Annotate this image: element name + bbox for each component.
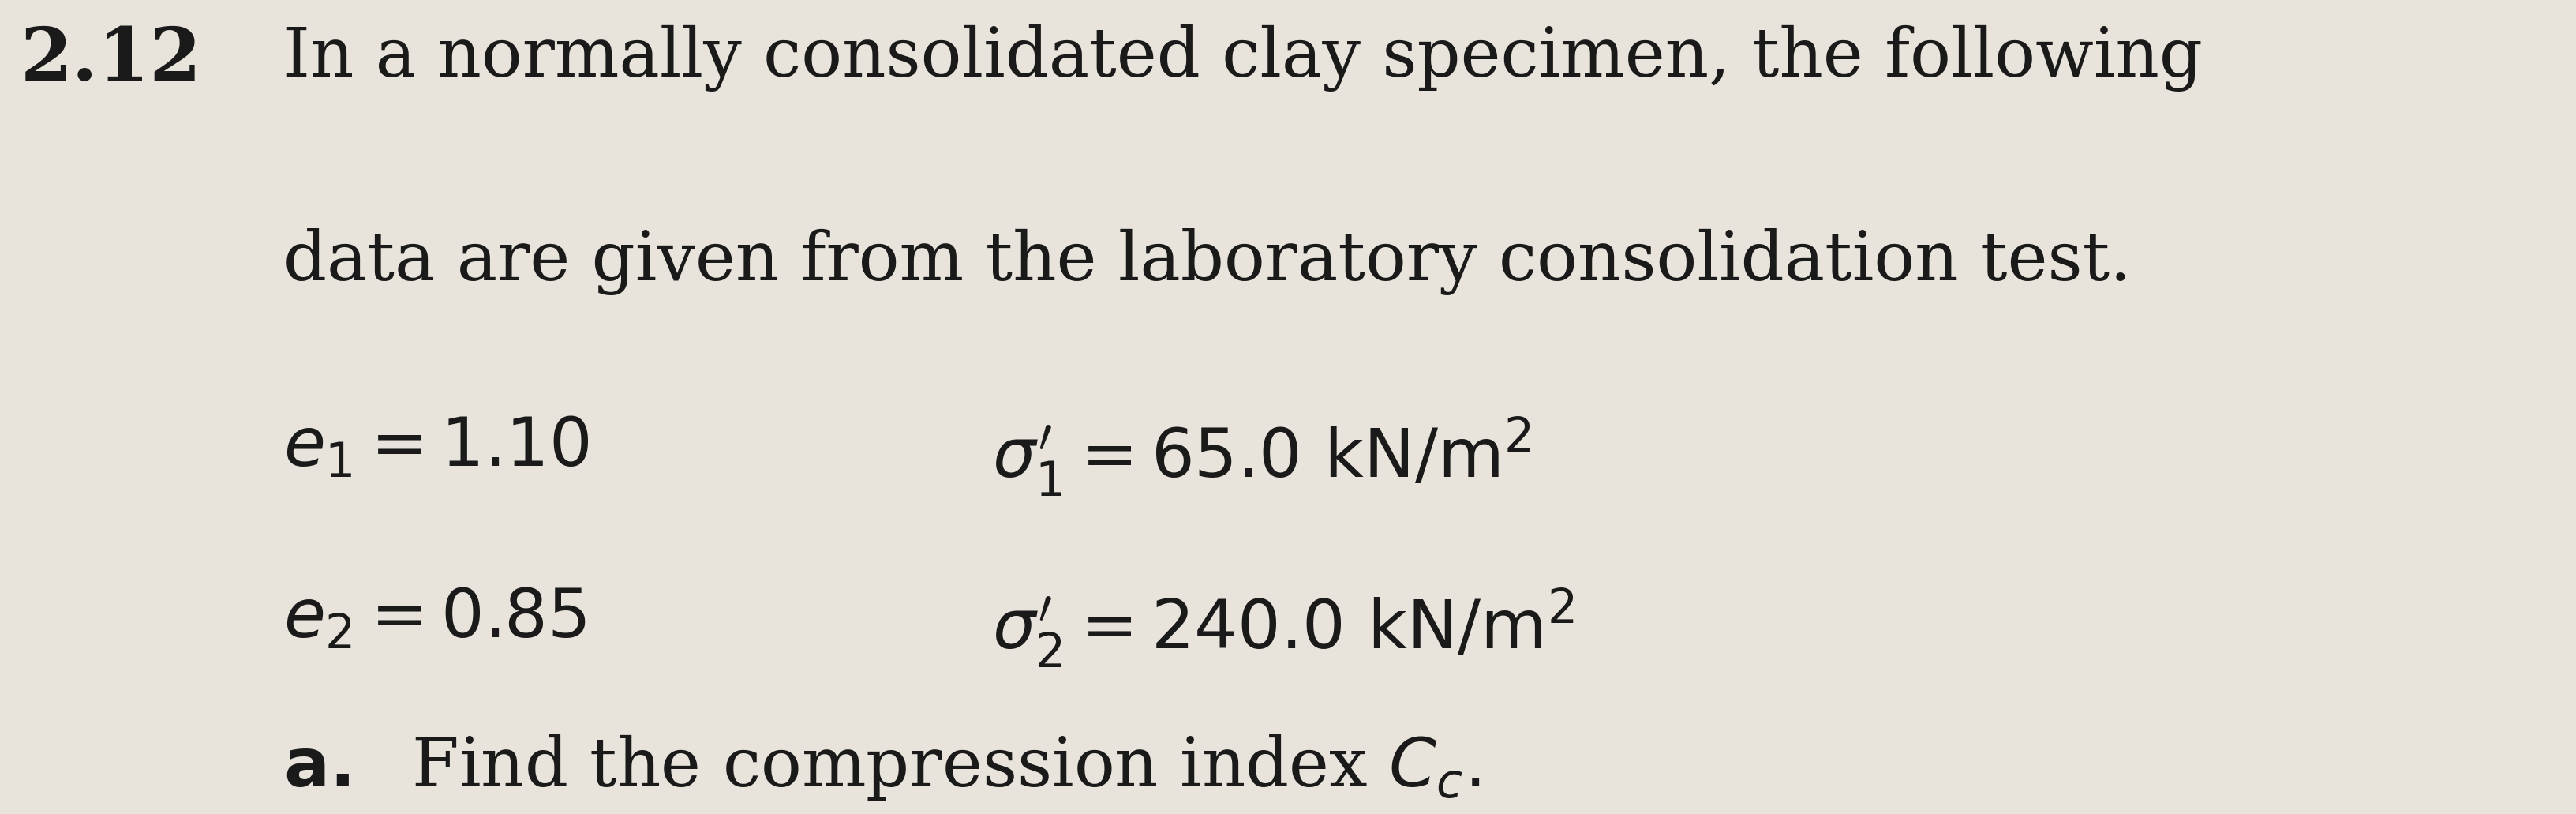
Text: $\mathbf{a.}$  Find the compression index $C_c.$: $\mathbf{a.}$ Find the compression index… bbox=[283, 733, 1481, 802]
Text: $e_1 = 1.10$: $e_1 = 1.10$ bbox=[283, 415, 590, 481]
Text: $\sigma_2' = 240.0\ \mathrm{kN/m}^2$: $\sigma_2' = 240.0\ \mathrm{kN/m}^2$ bbox=[992, 586, 1574, 669]
Text: $e_2 = 0.85$: $e_2 = 0.85$ bbox=[283, 586, 585, 652]
Text: In a normally consolidated clay specimen, the following: In a normally consolidated clay specimen… bbox=[283, 24, 2202, 91]
Text: $\sigma_1' = 65.0\ \mathrm{kN/m}^2$: $\sigma_1' = 65.0\ \mathrm{kN/m}^2$ bbox=[992, 415, 1530, 498]
Text: 2.12: 2.12 bbox=[21, 24, 204, 95]
Text: data are given from the laboratory consolidation test.: data are given from the laboratory conso… bbox=[283, 228, 2130, 295]
